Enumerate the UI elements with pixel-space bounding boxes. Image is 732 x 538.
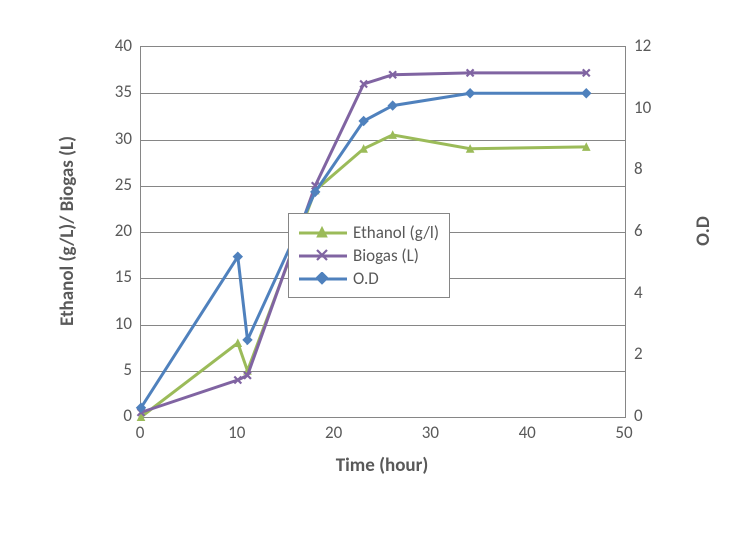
y-left-tick: 15 [115, 266, 132, 287]
legend-label-ethanol: Ethanol (g/l) [353, 222, 439, 243]
y-left-tick: 25 [115, 174, 132, 195]
y-axis-left-label-text: Ethanol (g/L)/ Biogas (L) [56, 136, 79, 326]
legend-item-ethanol: Ethanol (g/l) [299, 222, 439, 243]
legend-swatch-od [299, 270, 347, 288]
x-marker-icon [316, 249, 330, 263]
legend-swatch-ethanol [299, 224, 347, 242]
y-right-tick: 6 [634, 220, 643, 241]
legend: Ethanol (g/l) Biogas (L) O.D [288, 213, 450, 298]
triangle-icon [316, 226, 330, 240]
x-tick: 40 [517, 422, 537, 443]
legend-label-biogas: Biogas (L) [353, 245, 419, 266]
data-point [243, 335, 252, 344]
y-right-tick: 0 [634, 405, 643, 426]
y-left-tick: 35 [115, 81, 132, 102]
legend-label-od: O.D [353, 268, 379, 289]
diamond-icon [316, 272, 330, 286]
data-point [466, 89, 475, 98]
x-axis-label-text: Time (hour) [336, 454, 429, 477]
x-tick: 50 [614, 422, 634, 443]
y-axis-right-label-text: O.D [692, 216, 715, 246]
y-right-tick: 12 [634, 35, 651, 56]
x-tick: 30 [420, 422, 440, 443]
y-left-tick: 30 [115, 128, 132, 149]
x-tick: 0 [130, 422, 150, 443]
y-left-tick: 10 [115, 313, 132, 334]
chart-container: Ethanol (g/L)/ Biogas (L) O.D Time (hour… [0, 0, 732, 538]
x-tick: 20 [324, 422, 344, 443]
y-right-tick: 2 [634, 343, 643, 364]
x-tick: 10 [227, 422, 247, 443]
legend-swatch-biogas [299, 247, 347, 265]
y-axis-left-label: Ethanol (g/L)/ Biogas (L) [56, 46, 79, 416]
y-left-tick: 40 [115, 35, 132, 56]
y-right-tick: 4 [634, 282, 643, 303]
y-left-tick: 20 [115, 220, 132, 241]
y-right-tick: 8 [634, 158, 643, 179]
x-axis-label: Time (hour) [140, 454, 624, 477]
y-axis-right-label: O.D [692, 211, 715, 251]
data-point [582, 89, 591, 98]
y-right-tick: 10 [634, 97, 651, 118]
legend-item-od: O.D [299, 268, 439, 289]
y-left-tick: 5 [123, 359, 132, 380]
legend-item-biogas: Biogas (L) [299, 245, 439, 266]
